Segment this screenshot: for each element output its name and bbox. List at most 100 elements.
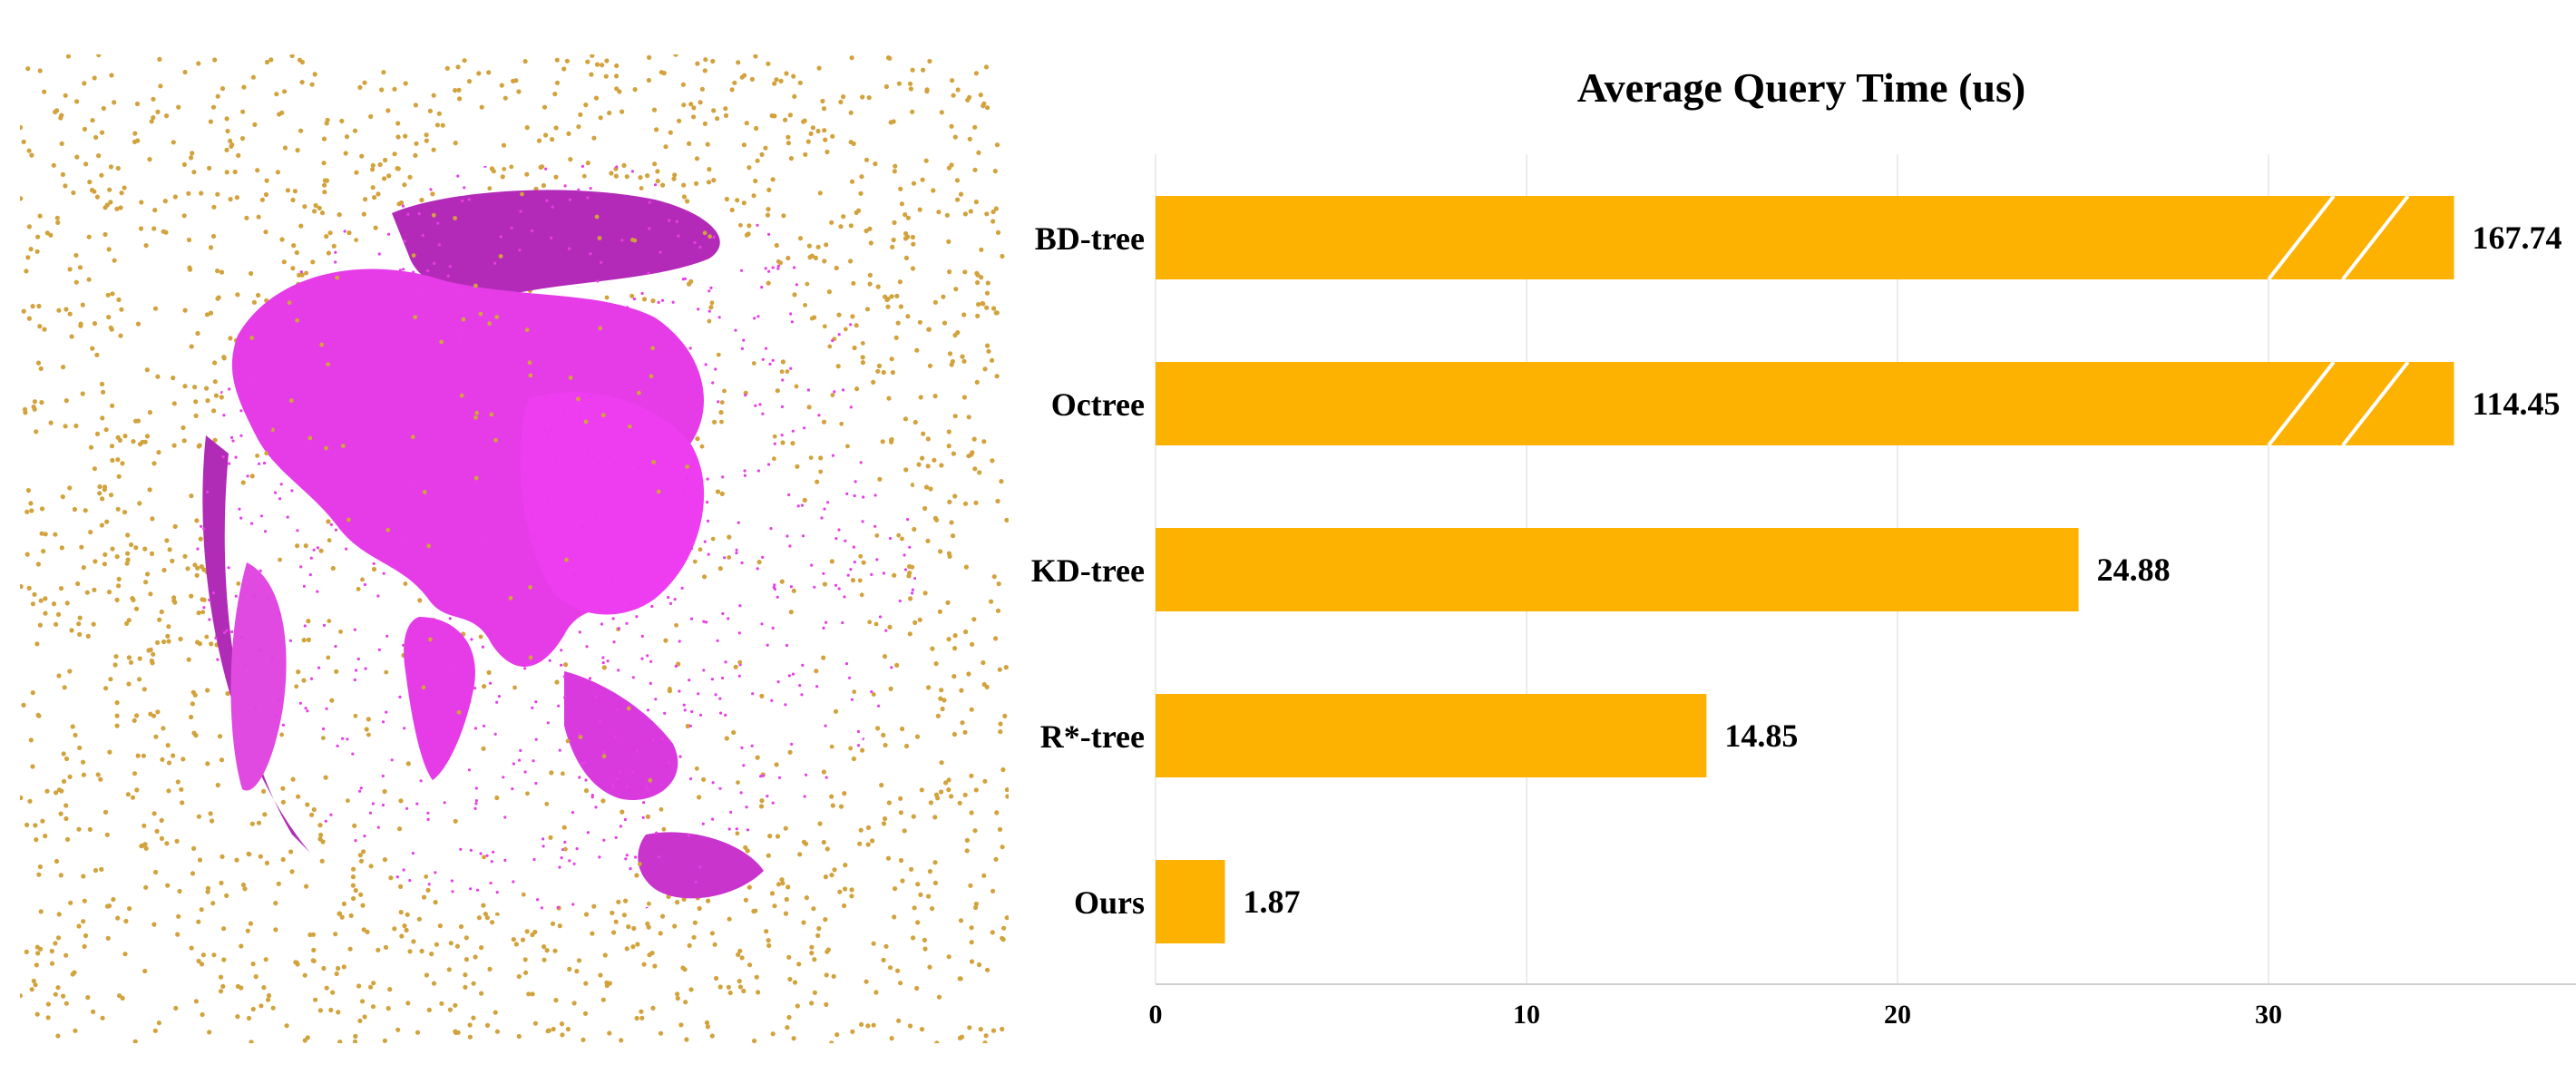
noise-point: [132, 1039, 138, 1044]
globe-point: [455, 291, 459, 296]
globe-point: [729, 810, 733, 815]
noise-point: [96, 52, 102, 58]
noise-point: [754, 974, 759, 980]
noise-point: [821, 839, 826, 845]
globe-point: [366, 732, 371, 737]
globe-point: [648, 200, 651, 204]
noise-point: [797, 236, 804, 241]
globe-point: [567, 351, 571, 355]
globe-point: [528, 373, 533, 378]
globe-point: [467, 768, 471, 772]
noise-point: [31, 978, 36, 983]
noise-point: [141, 687, 147, 692]
noise-point: [658, 931, 663, 936]
noise-point: [944, 212, 950, 218]
noise-point: [829, 1040, 834, 1046]
noise-point: [128, 659, 134, 665]
globe-point: [489, 681, 493, 685]
noise-point: [455, 64, 461, 70]
noise-point: [594, 62, 600, 67]
noise-point: [860, 360, 866, 366]
globe-point: [834, 537, 838, 541]
globe-point: [803, 303, 807, 308]
globe-point: [910, 483, 915, 487]
noise-point: [241, 84, 247, 90]
globe-point: [636, 390, 641, 396]
globe-point: [512, 880, 515, 884]
noise-point: [236, 152, 241, 158]
noise-point: [842, 791, 847, 796]
globe-point: [590, 405, 593, 409]
noise-point: [880, 439, 885, 444]
noise-point: [370, 162, 376, 168]
noise-point: [54, 790, 59, 796]
noise-point: [860, 355, 865, 360]
globe-point: [461, 354, 464, 357]
noise-point: [998, 721, 1003, 727]
noise-point: [403, 133, 408, 139]
globe-point: [695, 487, 698, 491]
globe-point: [578, 601, 581, 604]
noise-point: [958, 976, 963, 981]
noise-point: [30, 690, 35, 696]
noise-point: [932, 394, 938, 399]
globe-point: [600, 260, 603, 264]
globe-point: [615, 309, 619, 313]
noise-point: [145, 571, 151, 577]
noise-point: [290, 776, 296, 782]
noise-point: [641, 297, 648, 302]
globe-point: [787, 674, 791, 678]
noise-point: [949, 794, 954, 799]
globe-point: [670, 448, 674, 452]
bar-chart-panel: Average Query Time (us) BD-tree 167.74 Oct…: [1016, 0, 2576, 1079]
noise-point: [926, 327, 932, 332]
noise-point: [224, 170, 229, 175]
noise-point: [484, 915, 491, 921]
noise-point: [337, 911, 343, 916]
noise-point: [190, 689, 196, 695]
noise-point: [921, 67, 926, 73]
noise-point: [957, 800, 962, 806]
noise-point: [675, 995, 680, 1001]
globe-point: [474, 786, 478, 790]
globe-point: [351, 752, 355, 756]
noise-point: [108, 493, 114, 498]
globe-point: [307, 366, 311, 370]
globe-point: [705, 620, 708, 624]
globe-point: [668, 219, 671, 222]
globe-point: [564, 557, 569, 562]
globe-point: [434, 871, 437, 874]
globe-point: [403, 435, 406, 439]
noise-point: [501, 142, 507, 148]
globe-point: [266, 597, 269, 601]
noise-point: [333, 932, 338, 937]
noise-point: [37, 864, 43, 870]
noise-point: [249, 270, 254, 277]
globe-point: [549, 317, 552, 320]
noise-point: [811, 906, 816, 912]
globe-point: [461, 688, 464, 692]
noise-point: [905, 215, 912, 220]
noise-point: [876, 363, 883, 368]
noise-point: [813, 255, 819, 260]
globe-point: [496, 535, 500, 539]
noise-point: [994, 310, 1000, 316]
noise-point: [68, 900, 73, 905]
globe-point: [766, 463, 771, 466]
noise-point: [124, 620, 130, 627]
noise-point: [890, 370, 896, 376]
noise-point: [371, 566, 377, 572]
noise-point: [83, 161, 89, 167]
globe-point: [849, 405, 853, 409]
noise-point: [261, 788, 267, 795]
globe-point: [231, 439, 235, 443]
noise-point: [755, 755, 760, 760]
globe-point: [263, 461, 267, 465]
globe-point: [285, 347, 288, 350]
globe-point: [418, 352, 422, 356]
globe-point: [600, 622, 604, 626]
noise-point: [36, 303, 42, 309]
globe-point: [540, 906, 544, 910]
noise-point: [645, 921, 650, 927]
noise-point: [382, 1038, 387, 1043]
